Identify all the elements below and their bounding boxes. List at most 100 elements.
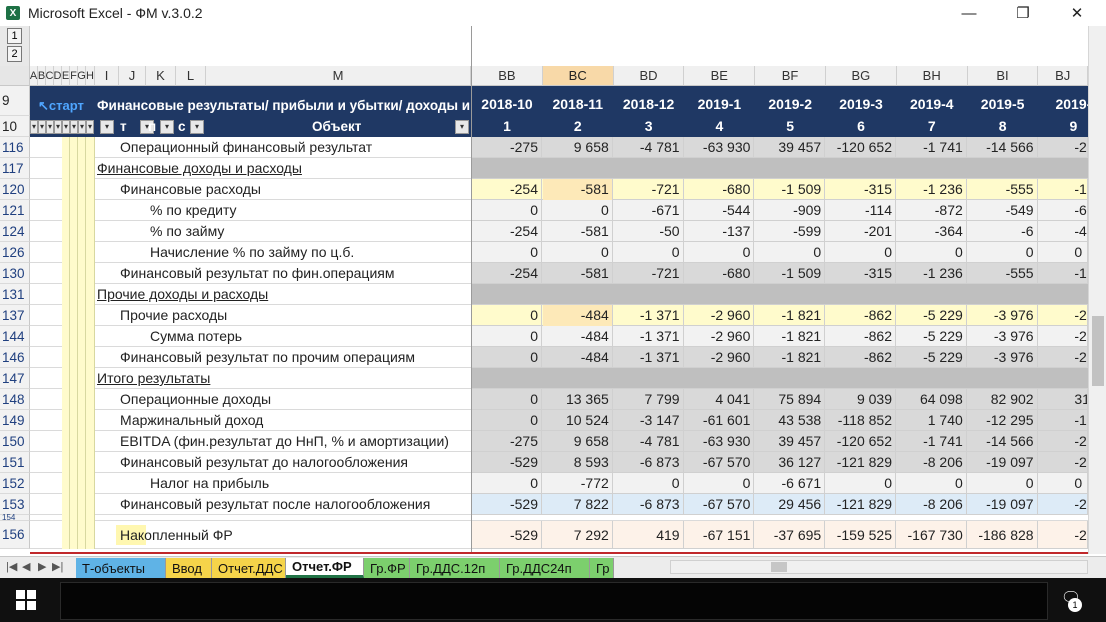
column-header-BD[interactable]: BD [613, 66, 685, 86]
data-cell[interactable]: -1 236 [897, 179, 967, 200]
data-cell[interactable]: -2 3 [1038, 305, 1088, 326]
next-sheet-icon[interactable]: ▶ [38, 561, 47, 573]
data-cell[interactable]: 1 740 [897, 410, 967, 431]
data-cell[interactable]: 43 538 [755, 410, 826, 431]
data-cell[interactable]: -2 960 [684, 305, 755, 326]
data-cell[interactable]: -254 [472, 221, 542, 242]
data-cell[interactable]: 419 [614, 521, 684, 549]
horizontal-scroll-thumb[interactable] [771, 562, 787, 572]
data-cell[interactable]: -862 [826, 305, 896, 326]
data-cell[interactable]: -721 [614, 263, 684, 284]
data-cell[interactable]: -254 [472, 179, 542, 200]
row-header-124[interactable]: 124 [0, 221, 30, 242]
filter-dropdown-icon[interactable]: ▾ [140, 120, 154, 134]
data-cell[interactable]: -1 0 [1038, 179, 1088, 200]
start-link[interactable]: ↖старт [38, 98, 84, 113]
outline-level-1-button[interactable]: 1 [7, 28, 22, 44]
data-cell[interactable]: -186 828 [968, 521, 1038, 549]
data-cell[interactable]: -5 229 [897, 305, 967, 326]
data-cell[interactable]: -6 873 [614, 494, 684, 515]
data-cell[interactable]: 7 799 [614, 389, 684, 410]
data-cell[interactable]: -1 371 [614, 347, 684, 368]
data-cell[interactable]: -1 821 [755, 305, 826, 326]
row-header-9[interactable]: 9 [0, 86, 30, 116]
select-all-corner[interactable] [0, 66, 30, 86]
sheet-tab[interactable]: Гр.ДДС.12п [410, 558, 500, 578]
data-cell[interactable]: -680 [684, 263, 755, 284]
data-cell[interactable]: -4 781 [614, 431, 684, 452]
column-header-I[interactable]: I [95, 66, 119, 86]
column-header-F[interactable]: F [70, 66, 78, 86]
column-header-BJ[interactable]: BJ [1038, 66, 1088, 86]
data-cell[interactable]: 7 292 [543, 521, 613, 549]
sheet-tab[interactable]: Гр.ФР [364, 558, 410, 578]
data-cell[interactable]: -6 671 [755, 473, 826, 494]
sheet-tab[interactable]: Отчет.ДДС [212, 558, 286, 578]
data-cell[interactable]: -544 [684, 200, 755, 221]
row-header-152[interactable]: 152 [0, 473, 30, 494]
data-cell[interactable]: -21 6 [1038, 137, 1088, 158]
data-cell[interactable]: -21 6 [1038, 431, 1088, 452]
horizontal-scrollbar[interactable] [670, 560, 1088, 574]
data-cell[interactable]: 0 [472, 326, 542, 347]
row-header-137[interactable]: 137 [0, 305, 30, 326]
data-cell[interactable]: -529 [472, 494, 542, 515]
sheet-tab[interactable]: Отчет.ФР [286, 558, 364, 578]
filter-dropdown-icon[interactable]: ▾ [70, 120, 78, 134]
data-cell[interactable]: -120 652 [826, 137, 896, 158]
data-cell[interactable]: 13 365 [543, 389, 613, 410]
filter-dropdown-icon[interactable]: ▾ [455, 120, 469, 134]
data-cell[interactable]: 0 [684, 473, 755, 494]
row-header-146[interactable]: 146 [0, 347, 30, 368]
filter-dropdown-icon[interactable]: ▾ [160, 120, 174, 134]
data-cell[interactable]: -364 [897, 221, 967, 242]
last-sheet-icon[interactable]: ▶| [52, 561, 64, 573]
data-cell[interactable]: -24 9 [1038, 494, 1088, 515]
data-cell[interactable]: 39 457 [755, 137, 826, 158]
data-cell[interactable]: -8 206 [897, 452, 967, 473]
data-cell[interactable]: -671 [614, 200, 684, 221]
data-cell[interactable]: -872 [897, 200, 967, 221]
vertical-scrollbar[interactable] [1088, 26, 1106, 554]
data-cell[interactable]: -2 3 [1038, 347, 1088, 368]
data-cell[interactable]: 0 [968, 473, 1038, 494]
data-cell[interactable]: -484 [543, 326, 613, 347]
data-cell[interactable]: -529 [472, 452, 542, 473]
column-header-BC[interactable]: BC [542, 66, 614, 86]
data-cell[interactable]: -721 [614, 179, 684, 200]
data-cell[interactable]: 0 [826, 242, 896, 263]
row-header-154[interactable]: 154 [0, 513, 30, 522]
data-cell[interactable]: -37 695 [755, 521, 826, 549]
data-cell[interactable]: -137 [684, 221, 755, 242]
data-cell[interactable]: -8 206 [897, 494, 967, 515]
row-header-148[interactable]: 148 [0, 389, 30, 410]
data-cell[interactable]: -14 566 [968, 137, 1038, 158]
data-cell[interactable]: -555 [968, 179, 1038, 200]
data-cell[interactable]: 0 [684, 242, 755, 263]
row-header-150[interactable]: 150 [0, 431, 30, 452]
data-cell[interactable]: -2 960 [684, 326, 755, 347]
column-header-C[interactable]: C [46, 66, 54, 86]
row-header-130[interactable]: 130 [0, 263, 30, 284]
row-header-144[interactable]: 144 [0, 326, 30, 347]
data-cell[interactable]: -315 [826, 179, 896, 200]
column-header-E[interactable]: E [62, 66, 70, 86]
row-header-149[interactable]: 149 [0, 410, 30, 431]
row-header-147[interactable]: 147 [0, 368, 30, 389]
data-cell[interactable]: 0 [472, 410, 542, 431]
filter-dropdown-icon[interactable]: ▾ [62, 120, 70, 134]
filter-dropdown-icon[interactable]: ▾ [86, 120, 94, 134]
row-header-131[interactable]: 131 [0, 284, 30, 305]
data-cell[interactable]: 0 [1038, 473, 1088, 494]
data-cell[interactable]: -549 [968, 200, 1038, 221]
data-cell[interactable]: -862 [826, 326, 896, 347]
data-cell[interactable]: -121 829 [826, 452, 896, 473]
row-header-156[interactable]: 156 [0, 521, 30, 549]
column-header-G[interactable]: G [77, 66, 86, 86]
filter-dropdown-icon[interactable]: ▾ [46, 120, 54, 134]
row-header-121[interactable]: 121 [0, 200, 30, 221]
filter-dropdown-icon[interactable]: ▾ [78, 120, 86, 134]
data-cell[interactable]: -581 [543, 263, 613, 284]
column-header-BB[interactable]: BB [472, 66, 543, 86]
data-cell[interactable]: 0 [897, 242, 967, 263]
